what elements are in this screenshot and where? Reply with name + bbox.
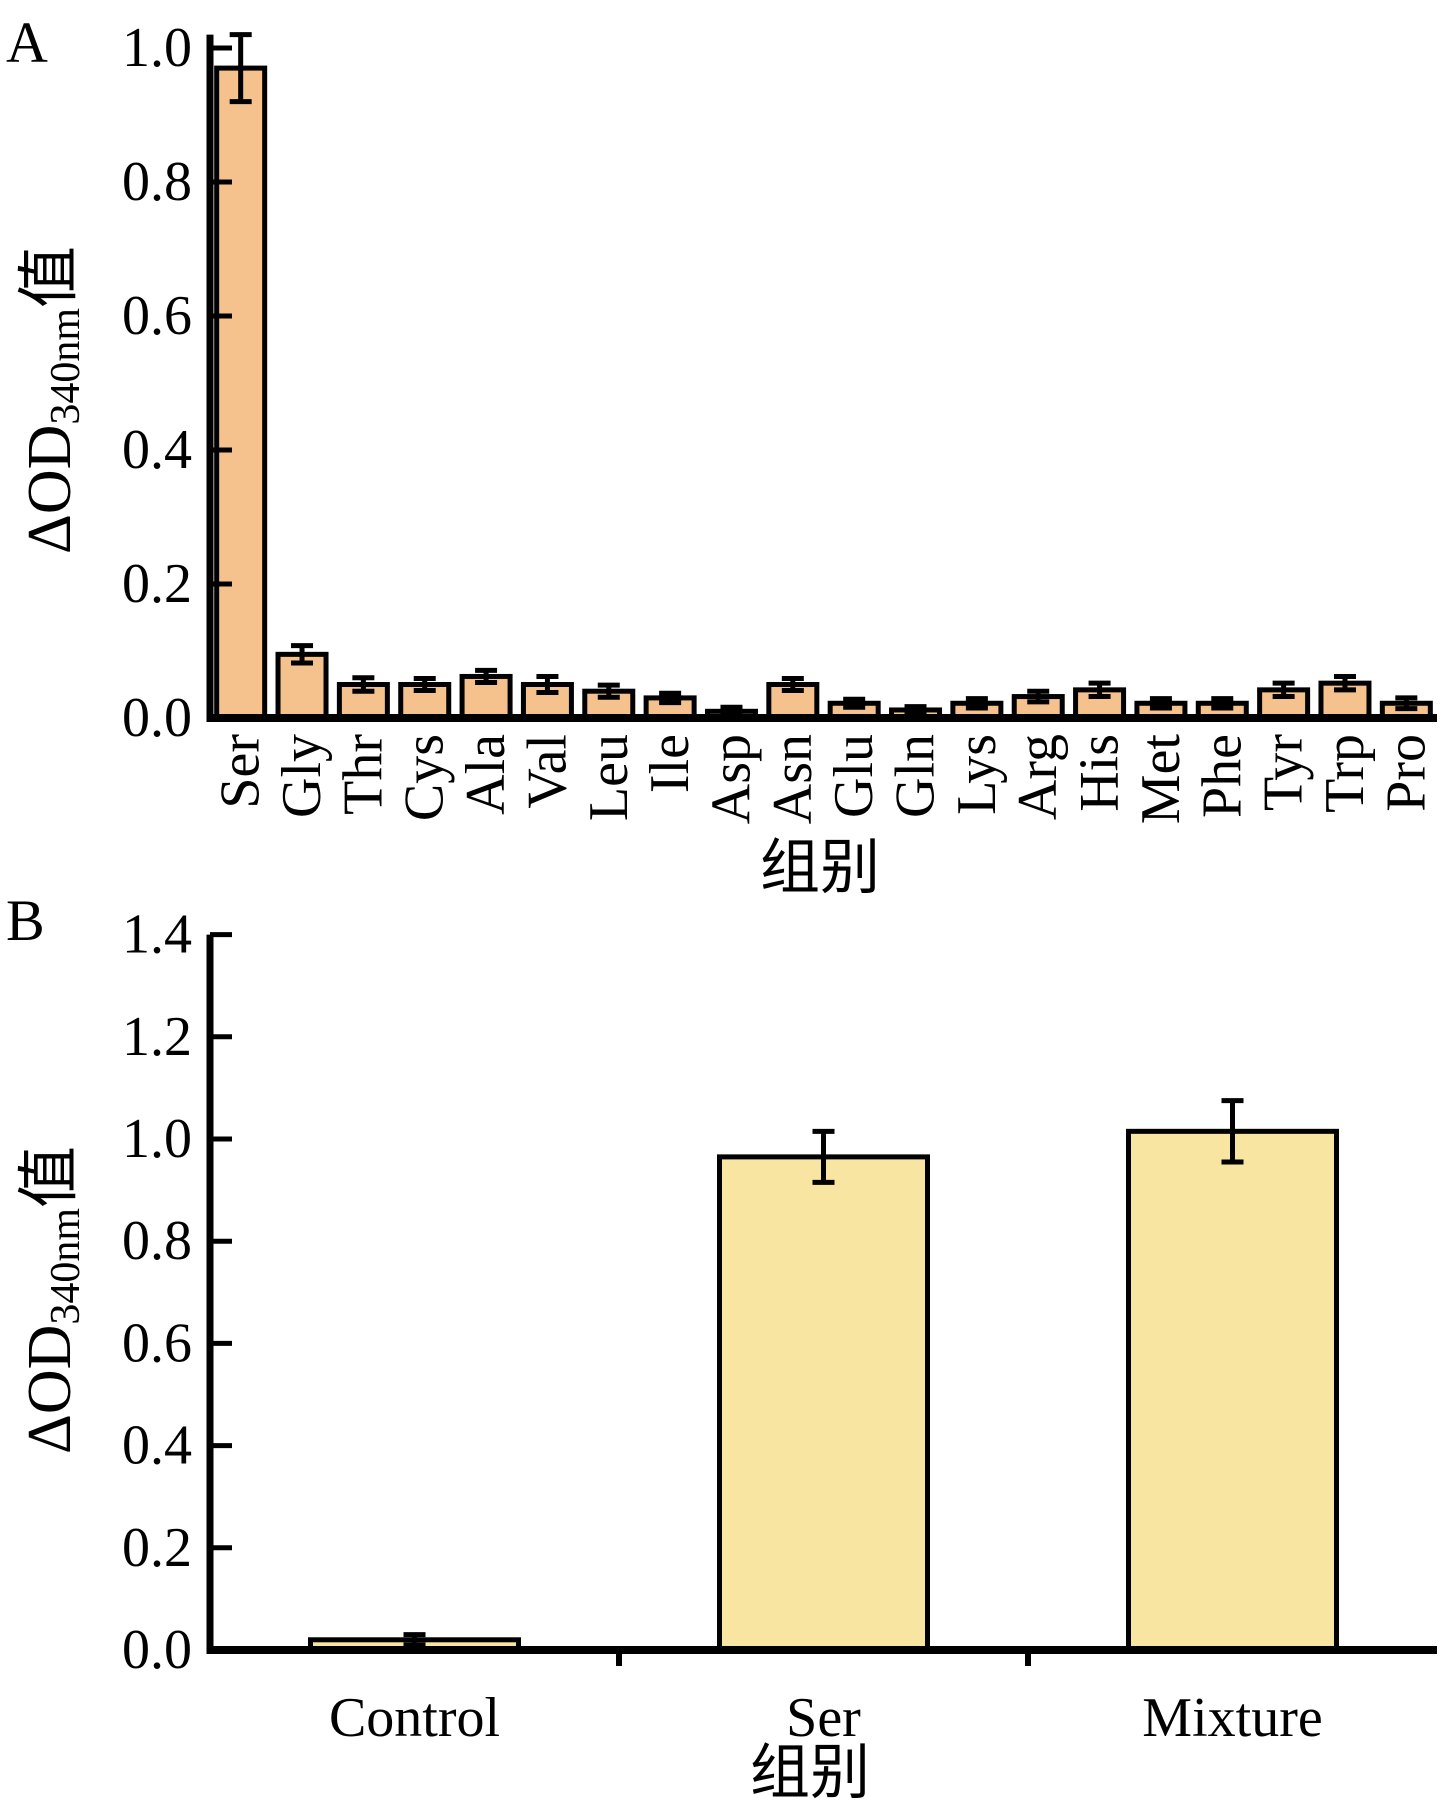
x-axis-title-panel-B: 组别 (750, 1740, 870, 1806)
x-axis-title-panel-A: 组别 (760, 835, 880, 901)
y-tick-label: 0.4 (122, 419, 192, 481)
x-tick-label-Phe: Phe (1191, 734, 1253, 818)
y-axis-title-panel-A: ΔOD340nm值 (16, 246, 89, 554)
y-tick-label: 0.2 (122, 553, 192, 615)
y-tick-label: 0.4 (122, 1415, 192, 1477)
bar-Ser (214, 65, 268, 721)
y-tick-label: 0.8 (122, 1210, 192, 1272)
y-tick-label: 1.2 (122, 1006, 192, 1068)
x-tick-label-Asp: Asp (700, 734, 762, 824)
error-bar-Glu (843, 696, 866, 710)
bar-Ala (459, 673, 513, 721)
error-bar-His (1088, 680, 1111, 700)
error-bar-Cys (413, 675, 436, 694)
error-bar-Tyr (1272, 680, 1295, 700)
x-tick-label-Asn: Asn (762, 734, 824, 824)
error-bar-Ile (659, 690, 682, 706)
error-bar-Control (403, 1632, 426, 1648)
y-tick-label: 1.0 (122, 17, 192, 79)
x-tick-label-Leu: Leu (578, 734, 640, 821)
error-bar-Trp (1333, 673, 1356, 693)
y-tick-label: 1.4 (122, 904, 192, 966)
x-tick-label-Ala: Ala (455, 734, 517, 815)
x-tick-label-Arg: Arg (1007, 734, 1069, 820)
x-tick-label-Ile: Ile (639, 734, 701, 793)
x-tick-label-Cys: Cys (394, 734, 456, 821)
bar-Ser (717, 1154, 930, 1653)
y-tick-label: 0.6 (122, 285, 192, 347)
error-bar-Lys (965, 696, 988, 711)
error-bar-Met (1149, 696, 1172, 711)
y-tick-label: 1.0 (122, 1108, 192, 1170)
x-tick-label-His: His (1069, 734, 1131, 812)
x-tick-label-Gln: Gln (885, 734, 947, 818)
error-bar-Phe (1211, 696, 1234, 711)
panel-label-a: A (6, 10, 48, 75)
y-tick-label: 0.0 (122, 1619, 192, 1681)
x-tick-label-Mixture: Mixture (1142, 1687, 1322, 1749)
error-bar-Mixture (1221, 1098, 1244, 1165)
y-tick-label: 0.0 (122, 687, 192, 749)
x-tick-label-Tyr: Tyr (1253, 734, 1315, 811)
x-tick-label-Thr: Thr (332, 734, 394, 815)
error-bar-Ser (229, 32, 252, 105)
y-tick-label: 0.8 (122, 151, 192, 213)
error-bar-Gln (904, 704, 927, 716)
error-bar-Arg (1027, 688, 1050, 705)
x-tick-label-Glu: Glu (823, 734, 885, 818)
bar-Mixture (1126, 1128, 1339, 1653)
error-bar-Thr (352, 675, 375, 694)
x-tick-label-Ser: Ser (786, 1687, 861, 1749)
x-tick-label-Val: Val (516, 734, 578, 809)
x-tick-label-Gly: Gly (271, 734, 333, 818)
x-tick-label-Pro: Pro (1375, 734, 1437, 812)
x-tick-label-Ser: Ser (210, 734, 272, 809)
x-tick-label-Control: Control (329, 1687, 500, 1749)
panel-label-b: B (6, 888, 45, 953)
y-tick-label: 0.2 (122, 1517, 192, 1579)
x-tick-label-Lys: Lys (946, 734, 1008, 815)
error-bar-Val (536, 673, 559, 696)
error-bar-Pro (1395, 695, 1418, 712)
error-bar-Gly (291, 643, 314, 666)
y-axis-title-panel-B: ΔOD340nm值 (16, 1146, 89, 1454)
error-bar-Ala (475, 667, 498, 685)
error-bar-Asn (781, 675, 804, 694)
x-tick-label-Trp: Trp (1314, 734, 1376, 813)
x-tick-label-Met: Met (1130, 734, 1192, 825)
error-bar-Ser (812, 1128, 835, 1185)
y-tick-label: 0.6 (122, 1312, 192, 1374)
error-bar-Leu (597, 682, 620, 700)
